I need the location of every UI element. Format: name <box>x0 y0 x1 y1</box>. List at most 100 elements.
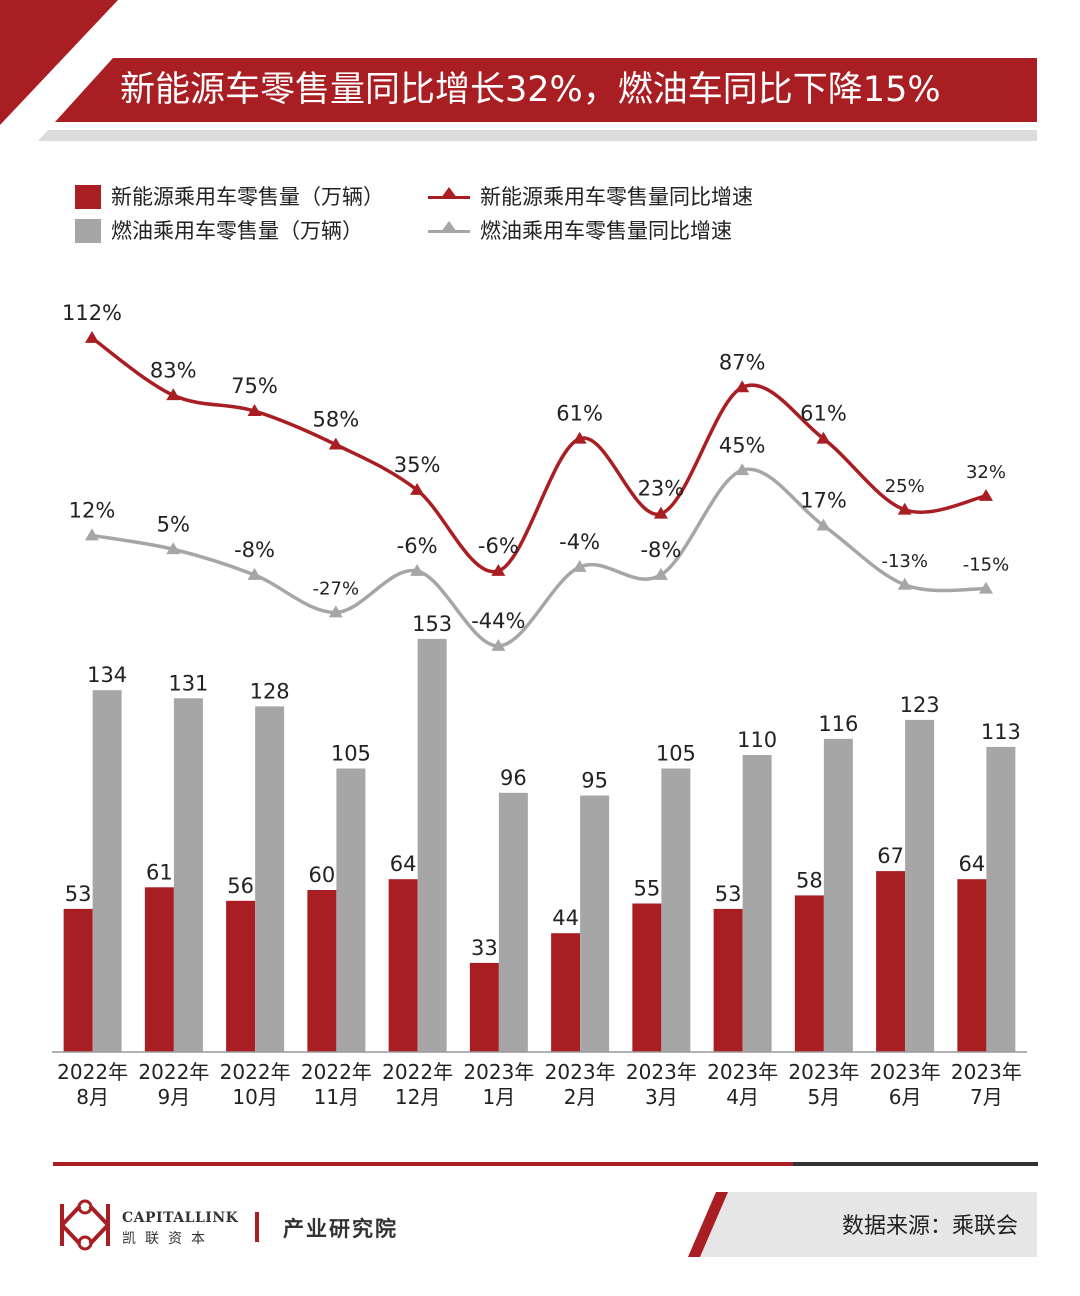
bar-nev-5 <box>469 962 499 1052</box>
bar-label-fuel-1: 131 <box>168 671 208 695</box>
marker-nev-7 <box>653 506 668 519</box>
marker-nev-2 <box>247 404 262 416</box>
point-label-nev-9: 61% <box>800 402 847 426</box>
x-tick-label-month-10: 6月 <box>889 1085 922 1109</box>
marker-nev-4 <box>410 483 425 495</box>
legend-label-nev-volume: 新能源乘用车零售量（万辆） <box>111 185 384 209</box>
bar-label-nev-0: 53 <box>65 882 92 906</box>
bar-label-nev-7: 55 <box>634 877 661 901</box>
point-label-fuel-2: -8% <box>234 538 275 562</box>
point-label-fuel-11: -15% <box>963 555 1010 576</box>
bar-fuel-5 <box>498 792 528 1052</box>
line-fuel <box>91 467 987 648</box>
point-label-fuel-1: 5% <box>157 512 190 536</box>
x-tick-label-year-3: 2022年 <box>301 1060 372 1084</box>
brand-divider <box>255 1212 259 1242</box>
x-tick-label-month-0: 8月 <box>76 1085 109 1109</box>
bar-label-nev-5: 33 <box>471 936 498 960</box>
x-tick-label-year-4: 2022年 <box>382 1060 453 1084</box>
point-label-nev-0: 112% <box>62 301 122 325</box>
marker-fuel-0 <box>85 528 99 541</box>
marker-nev-6 <box>572 431 587 444</box>
bar-fuel-2 <box>255 706 285 1052</box>
line-nev <box>90 336 987 574</box>
legend-triangle-nev-icon <box>441 187 457 198</box>
bar-nev-10 <box>876 871 906 1052</box>
x-tick-label-year-0: 2022年 <box>57 1060 128 1084</box>
point-label-fuel-9: 17% <box>800 489 847 513</box>
marker-nev-5 <box>491 563 506 576</box>
x-tick-label-month-7: 3月 <box>645 1085 678 1109</box>
x-tick-label-month-1: 9月 <box>158 1085 191 1109</box>
bar-nev-9 <box>794 895 824 1052</box>
marker-fuel-7 <box>653 567 668 580</box>
footer-divider-dark <box>793 1162 1038 1166</box>
marker-fuel-9 <box>816 518 831 531</box>
legend-label-nev-growth: 新能源乘用车零售量同比增速 <box>480 185 753 209</box>
x-tick-label-month-4: 12月 <box>395 1085 440 1109</box>
bar-fuel-11 <box>986 746 1016 1052</box>
bar-label-nev-8: 53 <box>715 882 742 906</box>
point-label-nev-6: 61% <box>556 402 603 426</box>
marker-fuel-11 <box>979 581 993 594</box>
x-tick-label-month-2: 10月 <box>232 1085 277 1109</box>
bar-label-nev-3: 60 <box>309 863 336 887</box>
point-label-fuel-10: -13% <box>881 551 928 572</box>
point-label-nev-3: 58% <box>312 408 359 432</box>
bar-nev-4 <box>388 879 418 1052</box>
x-tick-label-year-7: 2023年 <box>626 1060 697 1084</box>
point-label-fuel-4: -6% <box>397 534 438 558</box>
bar-fuel-6 <box>580 795 610 1052</box>
point-label-fuel-8: 45% <box>719 433 766 457</box>
data-source: 数据来源：乘联会 <box>841 1214 1018 1239</box>
x-tick-label-year-11: 2023年 <box>951 1060 1022 1084</box>
bar-label-fuel-0: 134 <box>87 663 127 687</box>
x-tick-label-year-2: 2022年 <box>220 1060 291 1084</box>
bar-nev-6 <box>551 933 581 1052</box>
source-box <box>688 1192 1037 1257</box>
title-banner <box>55 58 1037 122</box>
point-label-nev-10: 25% <box>885 476 925 497</box>
bar-nev-8 <box>713 908 743 1052</box>
bar-label-fuel-6: 95 <box>581 769 608 793</box>
marker-nev-8 <box>735 380 750 393</box>
bar-fuel-3 <box>336 768 366 1052</box>
marker-nev-3 <box>328 437 343 450</box>
brand-name-en: CAPITALLINK <box>122 1210 239 1226</box>
chart-title: 新能源车零售量同比增长32%，燃油车同比下降15% <box>120 70 941 110</box>
bar-label-nev-2: 56 <box>227 874 254 898</box>
bar-fuel-7 <box>661 768 691 1052</box>
bar-fuel-10 <box>905 719 935 1052</box>
point-label-fuel-6: -4% <box>559 530 600 554</box>
marker-fuel-6 <box>572 560 587 572</box>
x-tick-label-year-9: 2023年 <box>788 1060 859 1084</box>
bar-fuel-0 <box>92 690 122 1052</box>
bar-nev-2 <box>226 900 256 1052</box>
bar-nev-1 <box>144 887 174 1052</box>
x-tick-label-month-8: 4月 <box>726 1085 759 1109</box>
legend-triangle-fuel-icon <box>441 221 457 232</box>
legend-label-fuel-volume: 燃油乘用车零售量（万辆） <box>111 219 363 243</box>
marker-fuel-10 <box>897 577 912 590</box>
bar-label-fuel-11: 113 <box>981 720 1021 744</box>
marker-nev-0 <box>85 331 99 343</box>
marker-nev-10 <box>897 502 912 515</box>
x-tick-label-year-10: 2023年 <box>870 1060 941 1084</box>
bar-label-fuel-3: 105 <box>331 742 371 766</box>
marker-fuel-4 <box>410 563 425 576</box>
marker-fuel-3 <box>328 605 343 618</box>
x-tick-label-year-1: 2022年 <box>138 1060 209 1084</box>
bar-label-nev-4: 64 <box>390 852 417 876</box>
capitallink-logo-icon <box>60 1199 110 1251</box>
point-label-nev-2: 75% <box>231 374 278 398</box>
legend-swatch-nev <box>75 185 101 209</box>
point-label-fuel-3: -27% <box>313 578 360 599</box>
point-label-nev-11: 32% <box>966 462 1006 483</box>
marker-fuel-8 <box>735 463 750 476</box>
brand-name-cn: 凯联资本 <box>122 1231 214 1247</box>
x-tick-label-year-6: 2023年 <box>545 1060 616 1084</box>
point-label-nev-4: 35% <box>394 453 441 477</box>
bar-nev-0 <box>63 908 93 1052</box>
point-label-fuel-7: -8% <box>640 538 681 562</box>
bar-fuel-9 <box>823 738 853 1052</box>
